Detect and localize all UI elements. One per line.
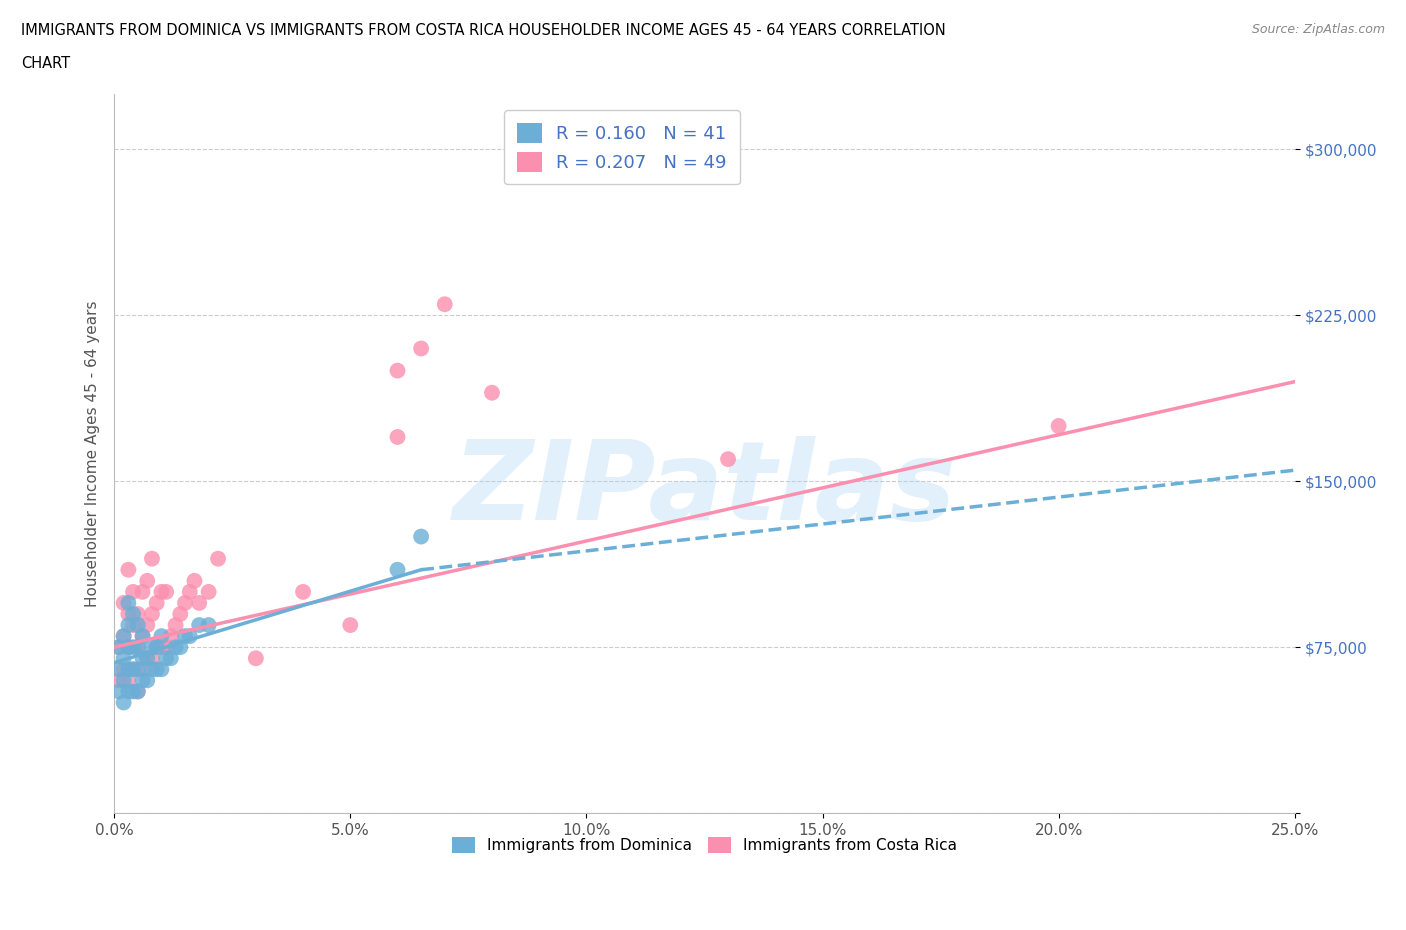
Point <box>136 618 159 632</box>
Point <box>179 584 201 599</box>
Point <box>112 673 135 688</box>
Point <box>141 551 163 566</box>
Point <box>165 640 187 655</box>
Point <box>411 341 433 356</box>
Point <box>108 640 131 655</box>
Point <box>141 606 163 621</box>
Point <box>207 551 229 566</box>
Point <box>122 684 145 698</box>
Point <box>155 584 177 599</box>
Point <box>411 529 433 544</box>
Point <box>122 662 145 677</box>
Point <box>131 629 153 644</box>
Text: ZIPatlas: ZIPatlas <box>453 436 956 543</box>
Point <box>169 606 191 621</box>
Point <box>117 662 139 677</box>
Text: IMMIGRANTS FROM DOMINICA VS IMMIGRANTS FROM COSTA RICA HOUSEHOLDER INCOME AGES 4: IMMIGRANTS FROM DOMINICA VS IMMIGRANTS F… <box>21 23 946 38</box>
Point <box>127 618 149 632</box>
Point <box>122 662 145 677</box>
Point <box>169 640 191 655</box>
Point <box>136 574 159 589</box>
Point <box>387 430 409 445</box>
Point <box>179 629 201 644</box>
Point <box>339 618 361 632</box>
Point <box>197 618 219 632</box>
Point <box>433 297 456 312</box>
Point <box>481 385 503 400</box>
Point <box>131 662 153 677</box>
Point <box>141 662 163 677</box>
Point <box>188 618 211 632</box>
Point <box>1047 418 1070 433</box>
Point <box>127 640 149 655</box>
Text: CHART: CHART <box>21 56 70 71</box>
Point <box>112 629 135 644</box>
Point <box>112 651 135 666</box>
Text: Source: ZipAtlas.com: Source: ZipAtlas.com <box>1251 23 1385 36</box>
Point <box>136 673 159 688</box>
Point <box>108 640 131 655</box>
Point <box>150 640 173 655</box>
Point <box>117 595 139 610</box>
Point <box>197 584 219 599</box>
Point <box>160 651 183 666</box>
Point <box>117 673 139 688</box>
Point <box>165 618 187 632</box>
Point <box>387 364 409 379</box>
Point <box>117 618 139 632</box>
Point <box>122 606 145 621</box>
Point <box>117 684 139 698</box>
Point <box>127 662 149 677</box>
Point <box>112 662 135 677</box>
Point <box>112 595 135 610</box>
Point <box>127 684 149 698</box>
Point <box>117 606 139 621</box>
Point <box>174 629 197 644</box>
Point <box>145 662 167 677</box>
Point <box>131 651 153 666</box>
Legend: Immigrants from Dominica, Immigrants from Costa Rica: Immigrants from Dominica, Immigrants fro… <box>446 831 963 859</box>
Point <box>145 640 167 655</box>
Point <box>127 684 149 698</box>
Point <box>150 662 173 677</box>
Point <box>717 452 740 467</box>
Point <box>131 584 153 599</box>
Point <box>131 629 153 644</box>
Point <box>117 640 139 655</box>
Point <box>108 684 131 698</box>
Point <box>131 673 153 688</box>
Point <box>122 584 145 599</box>
Point <box>127 606 149 621</box>
Point <box>160 629 183 644</box>
Y-axis label: Householder Income Ages 45 - 64 years: Householder Income Ages 45 - 64 years <box>86 300 100 607</box>
Point <box>141 640 163 655</box>
Point <box>117 563 139 578</box>
Point <box>387 563 409 578</box>
Point <box>292 584 315 599</box>
Point <box>188 595 211 610</box>
Point <box>174 595 197 610</box>
Point <box>136 651 159 666</box>
Point <box>136 651 159 666</box>
Point <box>150 629 173 644</box>
Point <box>112 695 135 710</box>
Point <box>122 618 145 632</box>
Point <box>150 584 173 599</box>
Point <box>122 640 145 655</box>
Point <box>245 651 267 666</box>
Point <box>183 574 205 589</box>
Point <box>112 629 135 644</box>
Point <box>145 595 167 610</box>
Point <box>155 640 177 655</box>
Point <box>141 651 163 666</box>
Point <box>145 640 167 655</box>
Point <box>117 640 139 655</box>
Point <box>127 640 149 655</box>
Point <box>108 673 131 688</box>
Point <box>155 651 177 666</box>
Point <box>108 662 131 677</box>
